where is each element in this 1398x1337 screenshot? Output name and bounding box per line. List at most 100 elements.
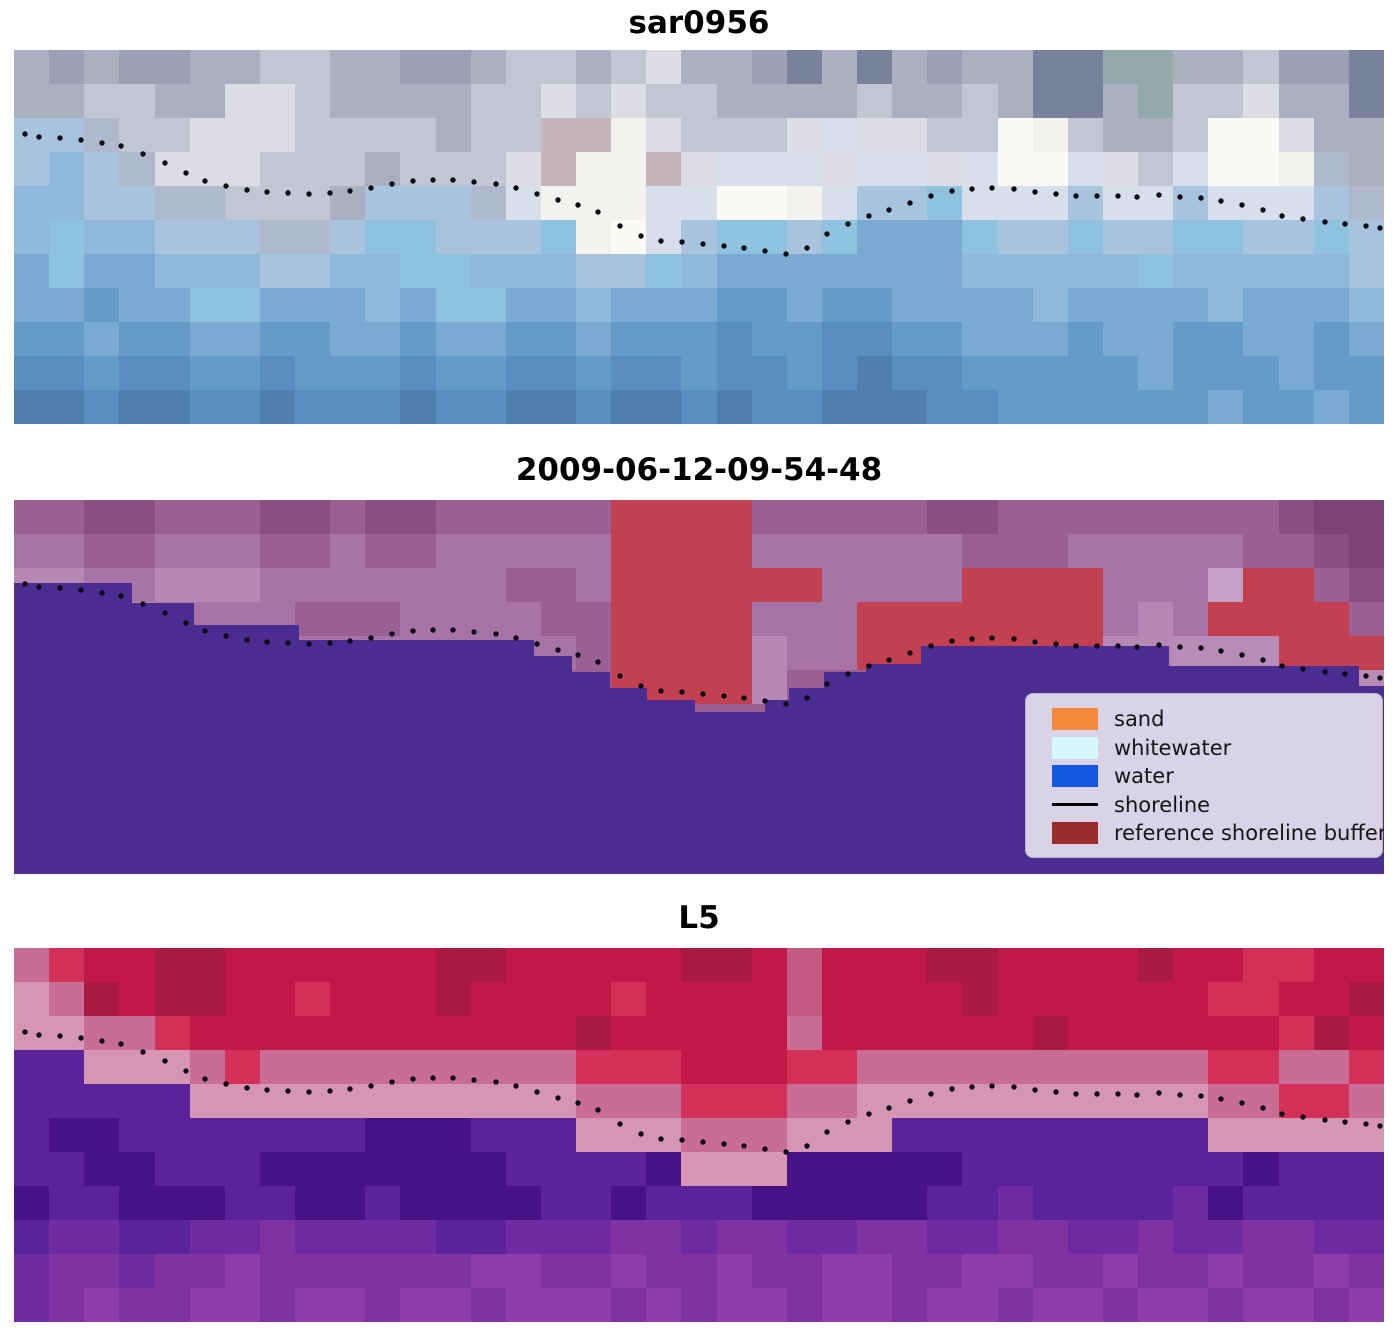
pixel-cell [1138, 1016, 1174, 1050]
pixel-cell [751, 1050, 787, 1084]
pixel-cell [189, 1084, 225, 1118]
pixel-cell [435, 1016, 471, 1050]
pixel-cell [927, 602, 963, 636]
shoreline-dot [22, 131, 28, 137]
pixel-cell [1243, 1254, 1279, 1288]
pixel-cell [716, 948, 752, 982]
shoreline-dot [118, 593, 124, 599]
pixel-cell [330, 982, 366, 1016]
pixel-cell [1138, 1118, 1174, 1152]
pixel-cell [119, 1220, 155, 1254]
pixel-cell [962, 602, 998, 636]
pixel-cell [1348, 982, 1384, 1016]
pixel-cell [154, 254, 190, 288]
shoreline-dot [1011, 1084, 1017, 1090]
pixel-cell [786, 288, 822, 322]
pixel-cell [295, 602, 331, 636]
shoreline-dot [741, 695, 747, 701]
pixel-cell [1032, 186, 1068, 220]
pixel-cell [1208, 568, 1244, 602]
pixel-cell [470, 534, 506, 568]
pixel-cell [330, 602, 366, 636]
pixel-cell [1067, 982, 1103, 1016]
shoreline-dot [1342, 221, 1348, 227]
pixel-cell [14, 1016, 50, 1050]
shoreline-dot [783, 251, 789, 257]
pixel-cell [997, 1186, 1033, 1220]
pixel-cell [646, 670, 682, 704]
pixel-cell [1208, 1254, 1244, 1288]
pixel-cell [14, 84, 50, 118]
pixel-cell [49, 254, 85, 288]
pixel-cell [892, 1118, 928, 1152]
shoreline-dot [804, 695, 810, 701]
pixel-cell [49, 186, 85, 220]
shoreline-overlay [22, 1029, 1383, 1155]
pixel-cell [1067, 1118, 1103, 1152]
shoreline-dot [244, 187, 250, 193]
pixel-cell [1173, 1152, 1209, 1186]
pixel-cell [681, 186, 717, 220]
shoreline-dot [223, 633, 229, 639]
shoreline-dot [285, 640, 291, 646]
pixel-cell [716, 356, 752, 390]
pixel-cell [505, 1152, 541, 1186]
shoreline-dot [1363, 673, 1369, 679]
pixel-cell [927, 84, 963, 118]
pixel-cell [119, 1050, 155, 1084]
pixel-cell [786, 1220, 822, 1254]
pixel-cell [435, 254, 471, 288]
pixel-cell [470, 1220, 506, 1254]
pixel-cell [1032, 1118, 1068, 1152]
pixel-cell [505, 220, 541, 254]
pixel-cell [1067, 322, 1103, 356]
shoreline-dot [804, 1143, 810, 1149]
shoreline-dot [617, 223, 623, 229]
pixel-cell [681, 670, 717, 704]
pixel-cell [1173, 982, 1209, 1016]
pixel-cell [997, 356, 1033, 390]
shoreline-dot [410, 628, 416, 634]
pixel-cell [49, 982, 85, 1016]
pixel-cell [435, 356, 471, 390]
pixel-cell [1278, 982, 1314, 1016]
pixel-cell [470, 1288, 506, 1322]
pixel-cell [646, 1050, 682, 1084]
pixel-cell [1278, 1152, 1314, 1186]
shoreline-dot [223, 183, 229, 189]
pixel-cell [295, 186, 331, 220]
pixel-cell [1173, 1254, 1209, 1288]
pixel-cell [1067, 84, 1103, 118]
shoreline-dot [347, 188, 353, 194]
pixel-cell [49, 356, 85, 390]
pixel-cell [1278, 1016, 1314, 1050]
pixel-cell [1348, 1186, 1384, 1220]
shoreline-dot [575, 202, 581, 208]
pixel-cell [1208, 390, 1244, 424]
pixel-cell [786, 84, 822, 118]
pixel-cell [1102, 322, 1139, 356]
pixel-cell [1032, 322, 1068, 356]
pixel-cell [751, 1118, 787, 1152]
pixel-cell [751, 534, 787, 568]
pixel-cell [962, 50, 998, 84]
pixel-cell [224, 534, 260, 568]
pixel-cell [646, 948, 682, 982]
shoreline-dot [1011, 636, 1017, 642]
pixel-cell [1102, 568, 1139, 602]
pixel-cell [505, 1186, 541, 1220]
pixel-cell [857, 1220, 893, 1254]
pixel-cell [857, 1152, 893, 1186]
shoreline-dot [99, 590, 105, 596]
pixel-cell [821, 84, 858, 118]
pixel-cell [295, 220, 331, 254]
pixel-cell [611, 186, 647, 220]
pixel-cell [1138, 50, 1174, 84]
pixel-cell [1278, 50, 1314, 84]
pixel-cell [189, 1152, 225, 1186]
pixel-cell [84, 390, 120, 424]
pixel-cell [1243, 1118, 1279, 1152]
pixel-cell [189, 220, 225, 254]
pixel-cell [892, 1254, 928, 1288]
pixel-cell [435, 948, 471, 982]
